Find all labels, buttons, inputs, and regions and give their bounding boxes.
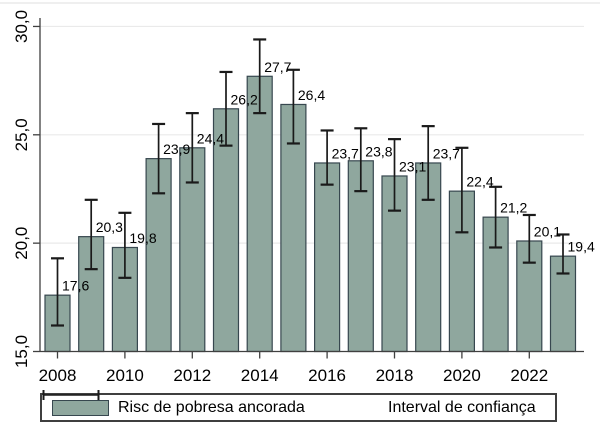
- bar-value-label: 20,3: [96, 219, 123, 235]
- error-bar-icon: [42, 390, 100, 400]
- y-tick-label: 25,0: [12, 118, 31, 151]
- y-tick-label: 15,0: [12, 335, 31, 368]
- bar-value-label: 23,9: [163, 141, 190, 157]
- x-tick-label: 2018: [376, 366, 414, 385]
- bar-value-label: 23,8: [365, 143, 392, 159]
- bar-value-label: 26,2: [231, 91, 258, 107]
- bar-value-label: 22,4: [466, 174, 493, 190]
- bar-value-label: 24,4: [197, 130, 224, 146]
- x-tick-label: 2022: [510, 366, 548, 385]
- bar-swatch-icon: [52, 399, 109, 416]
- bar-value-label: 19,8: [129, 230, 156, 246]
- legend: Risc de pobresa ancorada Interval de con…: [40, 390, 557, 422]
- x-tick-label: 2016: [308, 366, 346, 385]
- bar-value-label: 23,7: [433, 145, 460, 161]
- bar-2013: [212, 108, 240, 353]
- x-tick-label: 2010: [106, 366, 144, 385]
- x-tick-label: 2014: [241, 366, 279, 385]
- bar-value-label: 26,4: [298, 87, 325, 103]
- bar-2015: [280, 103, 307, 353]
- bar-value-label: 27,7: [264, 59, 291, 75]
- legend-label-ci: Interval de confiança: [388, 398, 536, 416]
- bar-2012: [179, 147, 206, 353]
- x-tick-label: 2008: [39, 366, 77, 385]
- x-tick-label: 2020: [443, 366, 481, 385]
- bar-2014: [246, 75, 273, 353]
- bar-value-label: 17,6: [62, 278, 89, 294]
- bar-2017: [347, 160, 374, 353]
- bar-value-label: 21,2: [500, 200, 527, 216]
- bar-value-label: 23,7: [332, 145, 359, 161]
- y-tick-label: 30,0: [12, 10, 31, 43]
- bar-2016: [314, 162, 341, 353]
- x-tick-label: 2012: [173, 366, 211, 385]
- y-tick-label: 20,0: [12, 227, 31, 260]
- legend-label-bars: Risc de pobresa ancorada: [118, 398, 305, 416]
- bar-value-label: 20,1: [534, 223, 561, 239]
- bar-value-label: 23,1: [399, 158, 426, 174]
- bar-value-label: 19,4: [568, 239, 595, 255]
